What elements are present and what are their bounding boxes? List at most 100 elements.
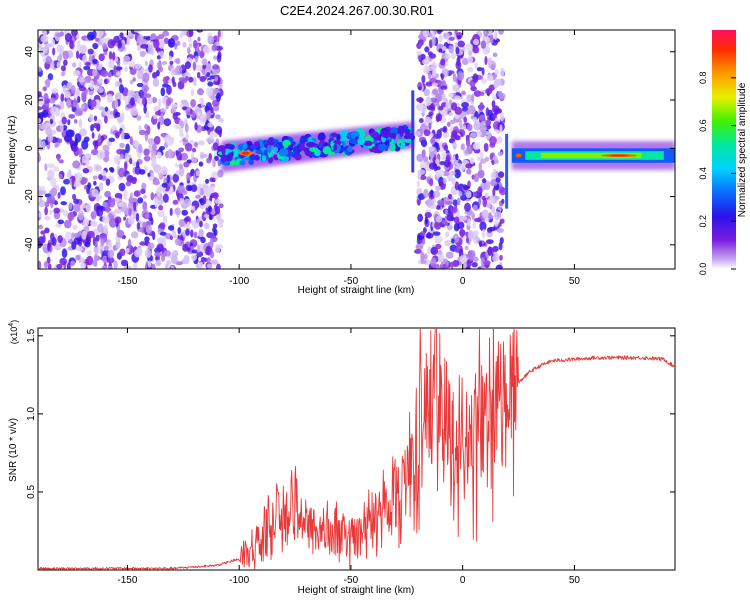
signal-cell [220, 153, 228, 163]
noise-cell [212, 158, 216, 168]
noise-cell [140, 43, 149, 49]
noise-cell [142, 201, 148, 211]
noise-cell [415, 243, 424, 250]
noise-cell [461, 102, 469, 109]
noise-cell [445, 251, 454, 259]
noise-cell [197, 88, 204, 96]
noise-cell [123, 161, 128, 171]
signal-cell [273, 146, 279, 152]
noise-cell [436, 43, 445, 53]
spectrogram-image [38, 30, 675, 269]
noise-cell [97, 133, 102, 143]
noise-cell [137, 143, 143, 154]
signal-cell [333, 143, 338, 151]
noise-cell [483, 142, 489, 152]
noise-cell [218, 118, 224, 123]
noise-cell [424, 253, 428, 260]
noise-cell [499, 237, 504, 245]
noise-cell [455, 153, 459, 161]
noise-cell [167, 225, 175, 231]
noise-cell [444, 239, 451, 247]
noise-cell [118, 84, 124, 94]
noise-cell [98, 106, 105, 111]
noise-cell [465, 163, 473, 169]
noise-cell [156, 243, 164, 252]
noise-cell [136, 82, 144, 88]
noise-cell [215, 114, 221, 120]
noise-cell [204, 257, 208, 263]
noise-cell [122, 55, 131, 62]
noise-cell [193, 141, 199, 148]
signal-peak [241, 151, 250, 155]
noise-cell [443, 32, 451, 40]
noise-cell [143, 148, 150, 156]
signal-cell [226, 153, 233, 162]
noise-cell [58, 173, 63, 179]
noise-cell [211, 44, 218, 52]
x-tick-label: -50 [344, 575, 359, 586]
noise-cell [114, 131, 120, 139]
noise-cell [481, 78, 488, 84]
noise-cell [39, 46, 47, 56]
noise-cell [38, 106, 43, 111]
noise-cell [39, 195, 43, 203]
noise-cell [54, 243, 62, 251]
noise-cell [174, 124, 182, 129]
noise-cell [440, 73, 445, 81]
noise-cell [127, 216, 135, 225]
noise-cell [423, 156, 429, 163]
noise-cell [154, 251, 162, 257]
noise-cell [464, 245, 469, 250]
noise-cell [175, 57, 181, 65]
noise-cell [161, 182, 168, 188]
noise-cell [147, 242, 155, 250]
noise-cell [154, 110, 162, 116]
noise-cell [430, 189, 434, 198]
noise-cell [47, 169, 55, 180]
noise-cell [446, 214, 454, 222]
noise-cell [107, 249, 115, 259]
noise-cell [78, 85, 86, 92]
noise-cell [43, 261, 48, 269]
noise-cell [209, 250, 215, 259]
noise-cell [445, 53, 451, 60]
noise-cell [105, 178, 111, 186]
noise-cell [429, 132, 434, 138]
noise-cell [95, 164, 102, 171]
noise-cell [166, 139, 174, 146]
noise-cell [161, 60, 168, 65]
noise-cell [437, 169, 445, 177]
noise-cell [491, 206, 496, 214]
noise-cell [171, 76, 175, 84]
noise-cell [51, 237, 57, 247]
noise-cell [84, 177, 88, 183]
noise-cell [486, 74, 494, 82]
noise-cell [448, 193, 453, 200]
noise-cell [467, 50, 473, 56]
noise-cell [212, 142, 219, 151]
noise-cell [478, 240, 483, 248]
colorbar-tick-label: 0.8 [698, 72, 708, 85]
noise-cell [200, 237, 206, 244]
noise-cell [424, 46, 430, 53]
noise-cell [195, 64, 203, 72]
noise-cell [96, 30, 104, 38]
noise-cell [178, 163, 184, 170]
noise-cell [209, 131, 214, 140]
noise-cell [184, 75, 189, 81]
noise-cell [481, 178, 487, 184]
noise-cell [111, 197, 116, 203]
noise-cell [38, 96, 45, 106]
noise-cell [190, 184, 198, 192]
noise-cell [421, 149, 426, 158]
noise-cell [150, 192, 155, 201]
noise-cell [466, 168, 472, 175]
noise-cell [144, 248, 152, 258]
noise-cell [142, 221, 148, 228]
noise-cell [427, 51, 433, 56]
noise-cell [206, 139, 215, 144]
noise-cell [195, 194, 201, 199]
noise-cell [493, 107, 499, 116]
signal-cell [398, 126, 405, 135]
noise-cell [59, 257, 67, 266]
